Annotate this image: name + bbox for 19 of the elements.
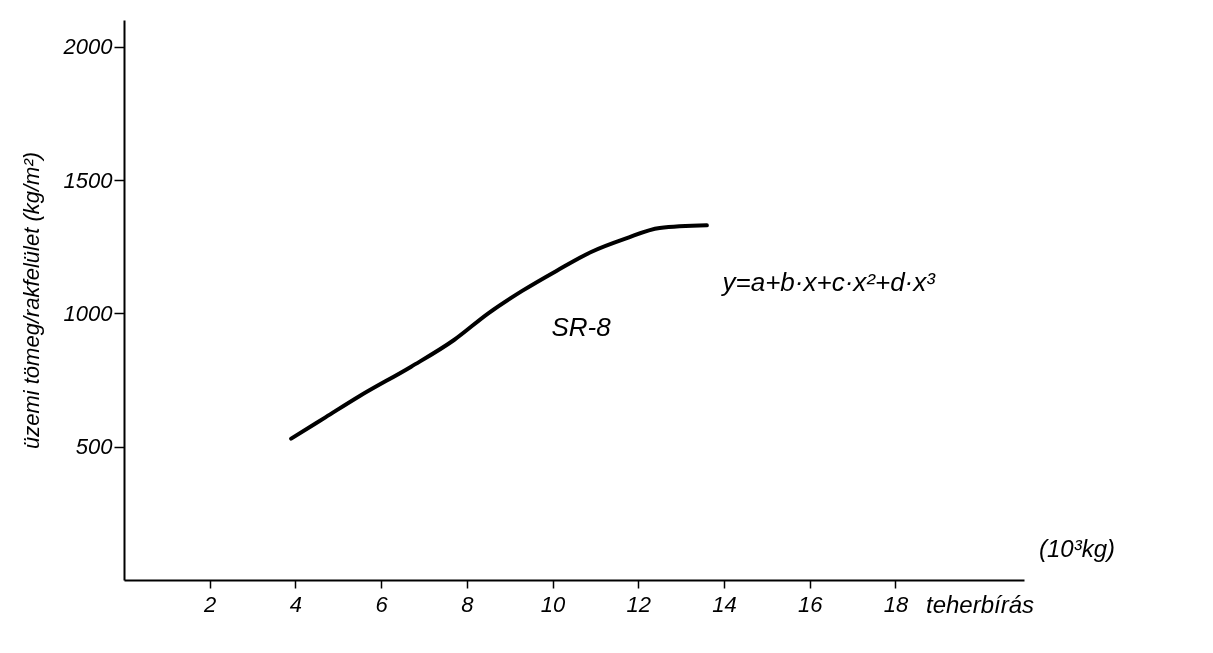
x-tick-label: 18 [883, 591, 909, 617]
y-tick-label: 500 [75, 434, 114, 460]
annotation: SR-8 [551, 312, 612, 342]
text: (10³kg) [1039, 535, 1116, 562]
y-tick-label: 2000 [62, 34, 114, 60]
x-tick-label: 14 [712, 591, 737, 617]
y-axis-title: üzemi tömeg/rakfelület (kg/m²) [18, 151, 44, 450]
x-tick-label: 10 [540, 591, 567, 617]
annotation: y=a+b·x+c·x²+d·x³ [720, 267, 937, 298]
x-tick-label: 16 [797, 591, 824, 617]
x-tick-label: 4 [289, 591, 303, 617]
x-tick-label: 8 [461, 591, 475, 617]
x-axis-title: teherbírás [926, 591, 1035, 618]
line-series [289, 223, 709, 441]
y-tick-label: 1000 [63, 300, 114, 326]
x-tick-label: 6 [375, 591, 389, 617]
x-tick-label: 12 [626, 591, 652, 617]
y-tick-label: 1500 [63, 167, 114, 193]
x-tick-label: 2 [203, 591, 217, 617]
